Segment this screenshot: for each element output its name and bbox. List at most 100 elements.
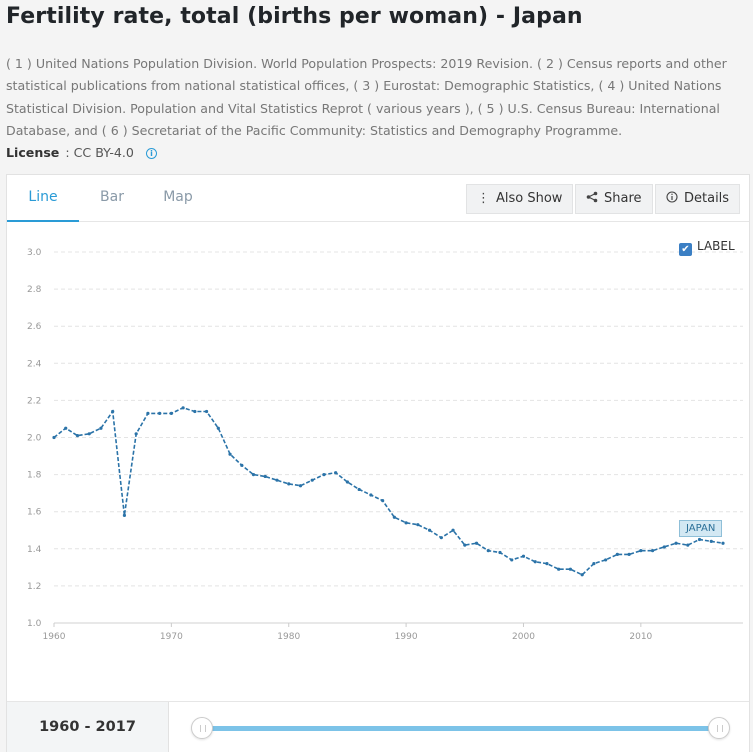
tab-line[interactable]: Line <box>7 175 79 222</box>
y-tick-label: 1.8 <box>27 471 42 481</box>
checkbox-checked-icon[interactable]: ✔ <box>679 243 692 256</box>
series-label-japan: JAPAN <box>679 520 723 537</box>
data-point[interactable] <box>721 541 725 545</box>
data-point[interactable] <box>181 406 185 410</box>
data-point[interactable] <box>416 523 420 527</box>
data-point[interactable] <box>486 549 490 553</box>
data-point[interactable] <box>146 411 150 415</box>
data-point[interactable] <box>510 558 514 562</box>
y-tick-label: 2.6 <box>27 322 42 332</box>
y-tick-label: 2.2 <box>27 396 41 406</box>
data-point[interactable] <box>674 541 678 545</box>
tab-map[interactable]: Map <box>163 189 193 205</box>
details-label: Details <box>684 191 730 206</box>
data-point[interactable] <box>193 409 197 414</box>
data-point[interactable] <box>592 562 596 566</box>
more-vertical-icon: ⋮ <box>477 191 490 206</box>
data-point[interactable] <box>134 432 138 436</box>
data-point[interactable] <box>662 545 666 549</box>
data-point[interactable] <box>87 432 91 436</box>
tab-bar-chart[interactable]: Bar <box>100 189 124 205</box>
data-point[interactable] <box>216 426 220 430</box>
license: License : CC BY-4.0 i <box>6 145 157 160</box>
data-point[interactable] <box>357 487 361 492</box>
data-point[interactable] <box>75 434 80 438</box>
also-show-label: Also Show <box>496 191 563 206</box>
y-tick-label: 1.0 <box>27 619 42 629</box>
page-title: Fertility rate, total (births per woman)… <box>6 4 583 29</box>
data-point[interactable] <box>345 480 350 484</box>
license-label: License <box>6 145 60 160</box>
data-point[interactable] <box>263 474 267 479</box>
share-button[interactable]: Share <box>575 184 653 214</box>
y-tick-label: 1.4 <box>27 545 42 555</box>
legend[interactable]: ✔ LABEL <box>679 239 735 256</box>
data-point[interactable] <box>615 552 619 556</box>
data-point[interactable] <box>287 482 291 486</box>
data-point[interactable] <box>709 539 713 543</box>
range-slider-start-handle[interactable] <box>191 717 213 739</box>
data-point[interactable] <box>122 513 127 518</box>
data-point[interactable] <box>404 521 408 525</box>
data-point[interactable] <box>686 543 690 547</box>
share-label: Share <box>604 191 642 206</box>
tab-bar: Line Bar Map ⋮ Also Show Share Details <box>7 175 749 222</box>
data-point[interactable] <box>275 478 279 482</box>
also-show-button[interactable]: ⋮ Also Show <box>466 184 574 214</box>
data-point[interactable] <box>298 484 303 488</box>
data-point[interactable] <box>521 554 526 558</box>
range-slider-end-handle[interactable] <box>708 717 730 739</box>
data-point[interactable] <box>557 567 561 571</box>
data-point[interactable] <box>169 411 173 415</box>
data-point[interactable] <box>498 550 502 555</box>
data-point[interactable] <box>627 552 631 556</box>
data-point[interactable] <box>334 471 338 475</box>
license-value: : CC BY-4.0 <box>65 145 134 160</box>
range-slider-track[interactable] <box>203 726 719 731</box>
info-circle-icon <box>666 185 678 213</box>
data-point[interactable] <box>427 528 432 532</box>
data-point[interactable] <box>604 558 608 562</box>
data-point[interactable] <box>52 435 56 440</box>
data-point[interactable] <box>639 549 643 553</box>
data-point[interactable] <box>650 549 655 553</box>
year-range-label: 1960 - 2017 <box>7 702 169 752</box>
info-icon[interactable]: i <box>145 148 157 159</box>
data-point[interactable] <box>251 473 256 477</box>
chart-area: 1.0 1.2 1.4 1.6 1.8 2.0 2.2 2.4 2.6 2.8 3.0 1960 197… <box>7 223 749 701</box>
data-point[interactable] <box>381 498 385 503</box>
data-point[interactable] <box>322 473 326 477</box>
y-tick-label: 1.6 <box>27 508 42 518</box>
range-footer: 1960 - 2017 <box>7 701 749 752</box>
data-point[interactable] <box>533 560 537 564</box>
x-tick-label: 1980 <box>277 632 300 642</box>
data-point[interactable] <box>439 536 443 540</box>
data-point[interactable] <box>392 515 396 519</box>
share-icon <box>586 185 598 213</box>
x-tick-label: 2000 <box>512 632 535 642</box>
data-point[interactable] <box>463 543 467 547</box>
data-point[interactable] <box>64 426 68 430</box>
y-tick-label: 3.0 <box>27 248 42 258</box>
data-point[interactable] <box>451 528 455 532</box>
data-point[interactable] <box>697 537 702 542</box>
x-tick-label: 2010 <box>629 632 652 642</box>
chart-card: Line Bar Map ⋮ Also Show Share Details <box>6 174 750 752</box>
data-point[interactable] <box>99 426 103 430</box>
data-point[interactable] <box>580 573 584 577</box>
series-line-japan <box>53 406 724 576</box>
data-point[interactable] <box>111 409 115 414</box>
data-point[interactable] <box>545 562 549 566</box>
x-tick-label: 1960 <box>43 632 66 642</box>
data-point[interactable] <box>474 541 479 545</box>
y-tick-label: 2.4 <box>27 359 42 369</box>
data-point[interactable] <box>310 478 314 482</box>
y-tick-label: 2.8 <box>27 285 42 295</box>
data-point[interactable] <box>228 452 232 456</box>
data-point[interactable] <box>204 409 209 414</box>
data-point[interactable] <box>369 493 373 497</box>
data-point[interactable] <box>158 411 162 415</box>
details-button[interactable]: Details <box>655 184 741 214</box>
data-point[interactable] <box>240 463 244 467</box>
data-point[interactable] <box>568 567 573 571</box>
